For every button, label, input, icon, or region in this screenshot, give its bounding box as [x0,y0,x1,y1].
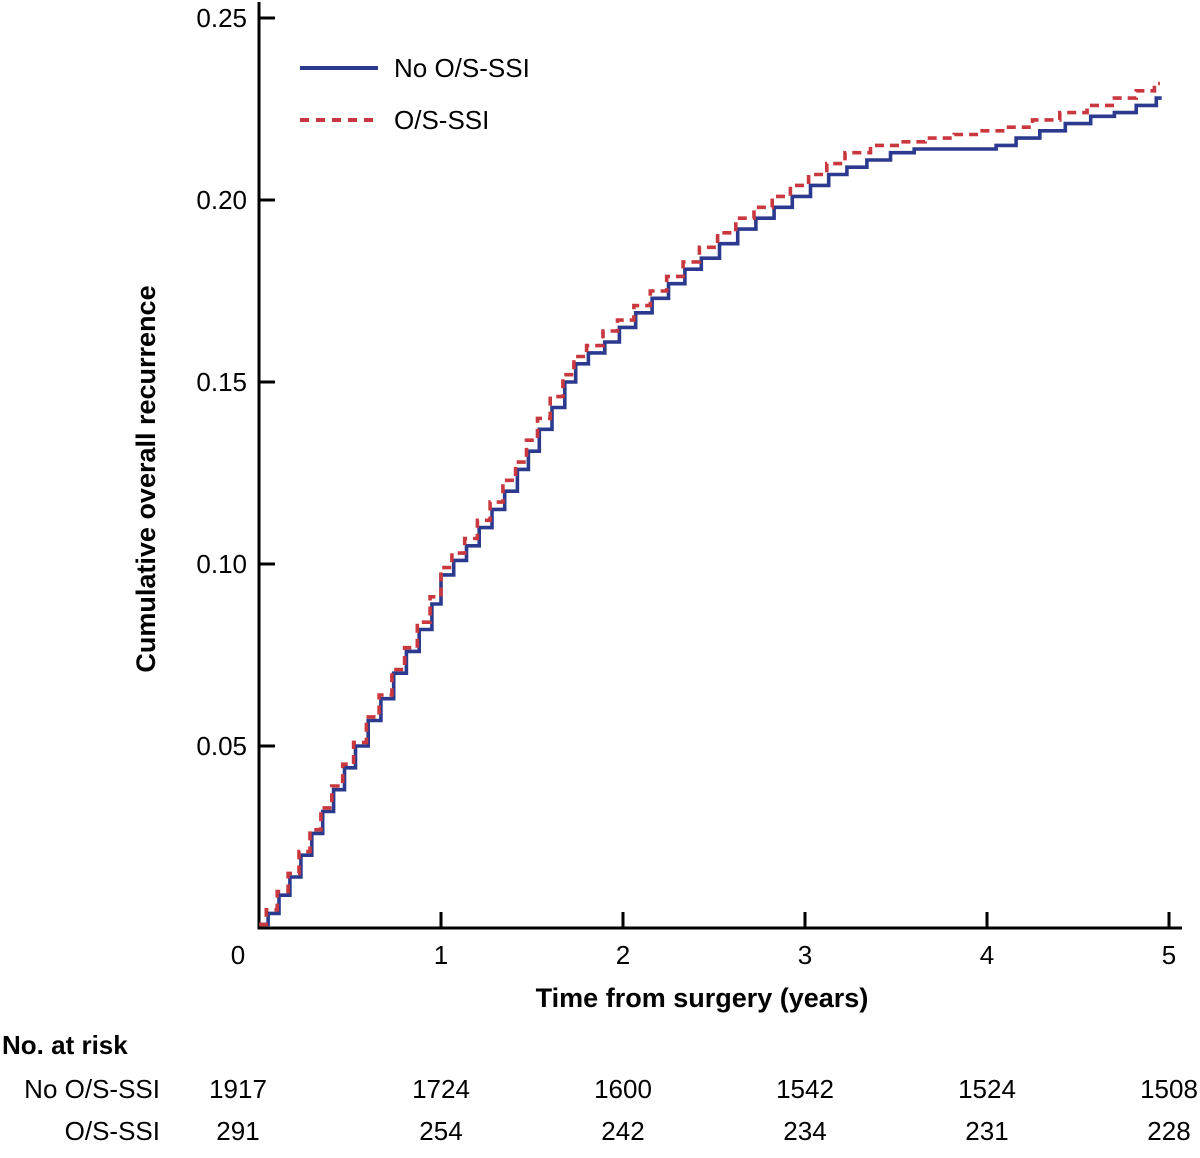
risk-value: 1524 [958,1074,1016,1104]
risk-value: 1724 [412,1074,470,1104]
x-tick-label: 5 [1161,940,1177,970]
risk-row-label: No O/S-SSI [24,1074,160,1104]
risk-value: 254 [419,1116,463,1146]
y-tick-label: 0.25 [196,3,247,33]
curve-no-ossi [259,96,1162,927]
y-tick-label: 0.10 [196,549,247,579]
risk-row-label: O/S-SSI [64,1116,160,1146]
risk-value: 228 [1147,1116,1191,1146]
y-axis-title: Cumulative overall recurrence [131,285,161,673]
x-tick-label: 0 [230,940,246,970]
x-tick-label: 4 [979,940,995,970]
y-tick-label: 0.20 [196,185,247,215]
legend-line-dashed-icon [300,118,378,122]
legend-label: No O/S-SSI [394,53,530,83]
risk-value: 1600 [594,1074,652,1104]
x-tick-label: 1 [433,940,449,970]
risk-value: 1917 [209,1074,267,1104]
risk-value: 231 [965,1116,1009,1146]
risk-value: 1508 [1140,1074,1198,1104]
y-tick-label: 0.05 [196,731,247,761]
x-axis-title: Time from surgery (years) [535,983,869,1013]
legend-label: O/S-SSI [394,105,490,135]
axis-lines [257,2,1182,930]
y-tick-label: 0.15 [196,367,247,397]
x-tick-label: 3 [797,940,813,970]
risk-value: 242 [601,1116,645,1146]
curve-ossi [259,81,1160,927]
legend-line-solid-icon [300,66,378,70]
x-tick-label: 2 [615,940,631,970]
risk-value: 291 [216,1116,260,1146]
risk-value: 234 [783,1116,827,1146]
risk-value: 1542 [776,1074,834,1104]
risk-table-title: No. at risk [2,1030,128,1060]
legend-item-ossi: O/S-SSI [300,106,489,134]
legend-item-no-ossi: No O/S-SSI [300,54,530,82]
